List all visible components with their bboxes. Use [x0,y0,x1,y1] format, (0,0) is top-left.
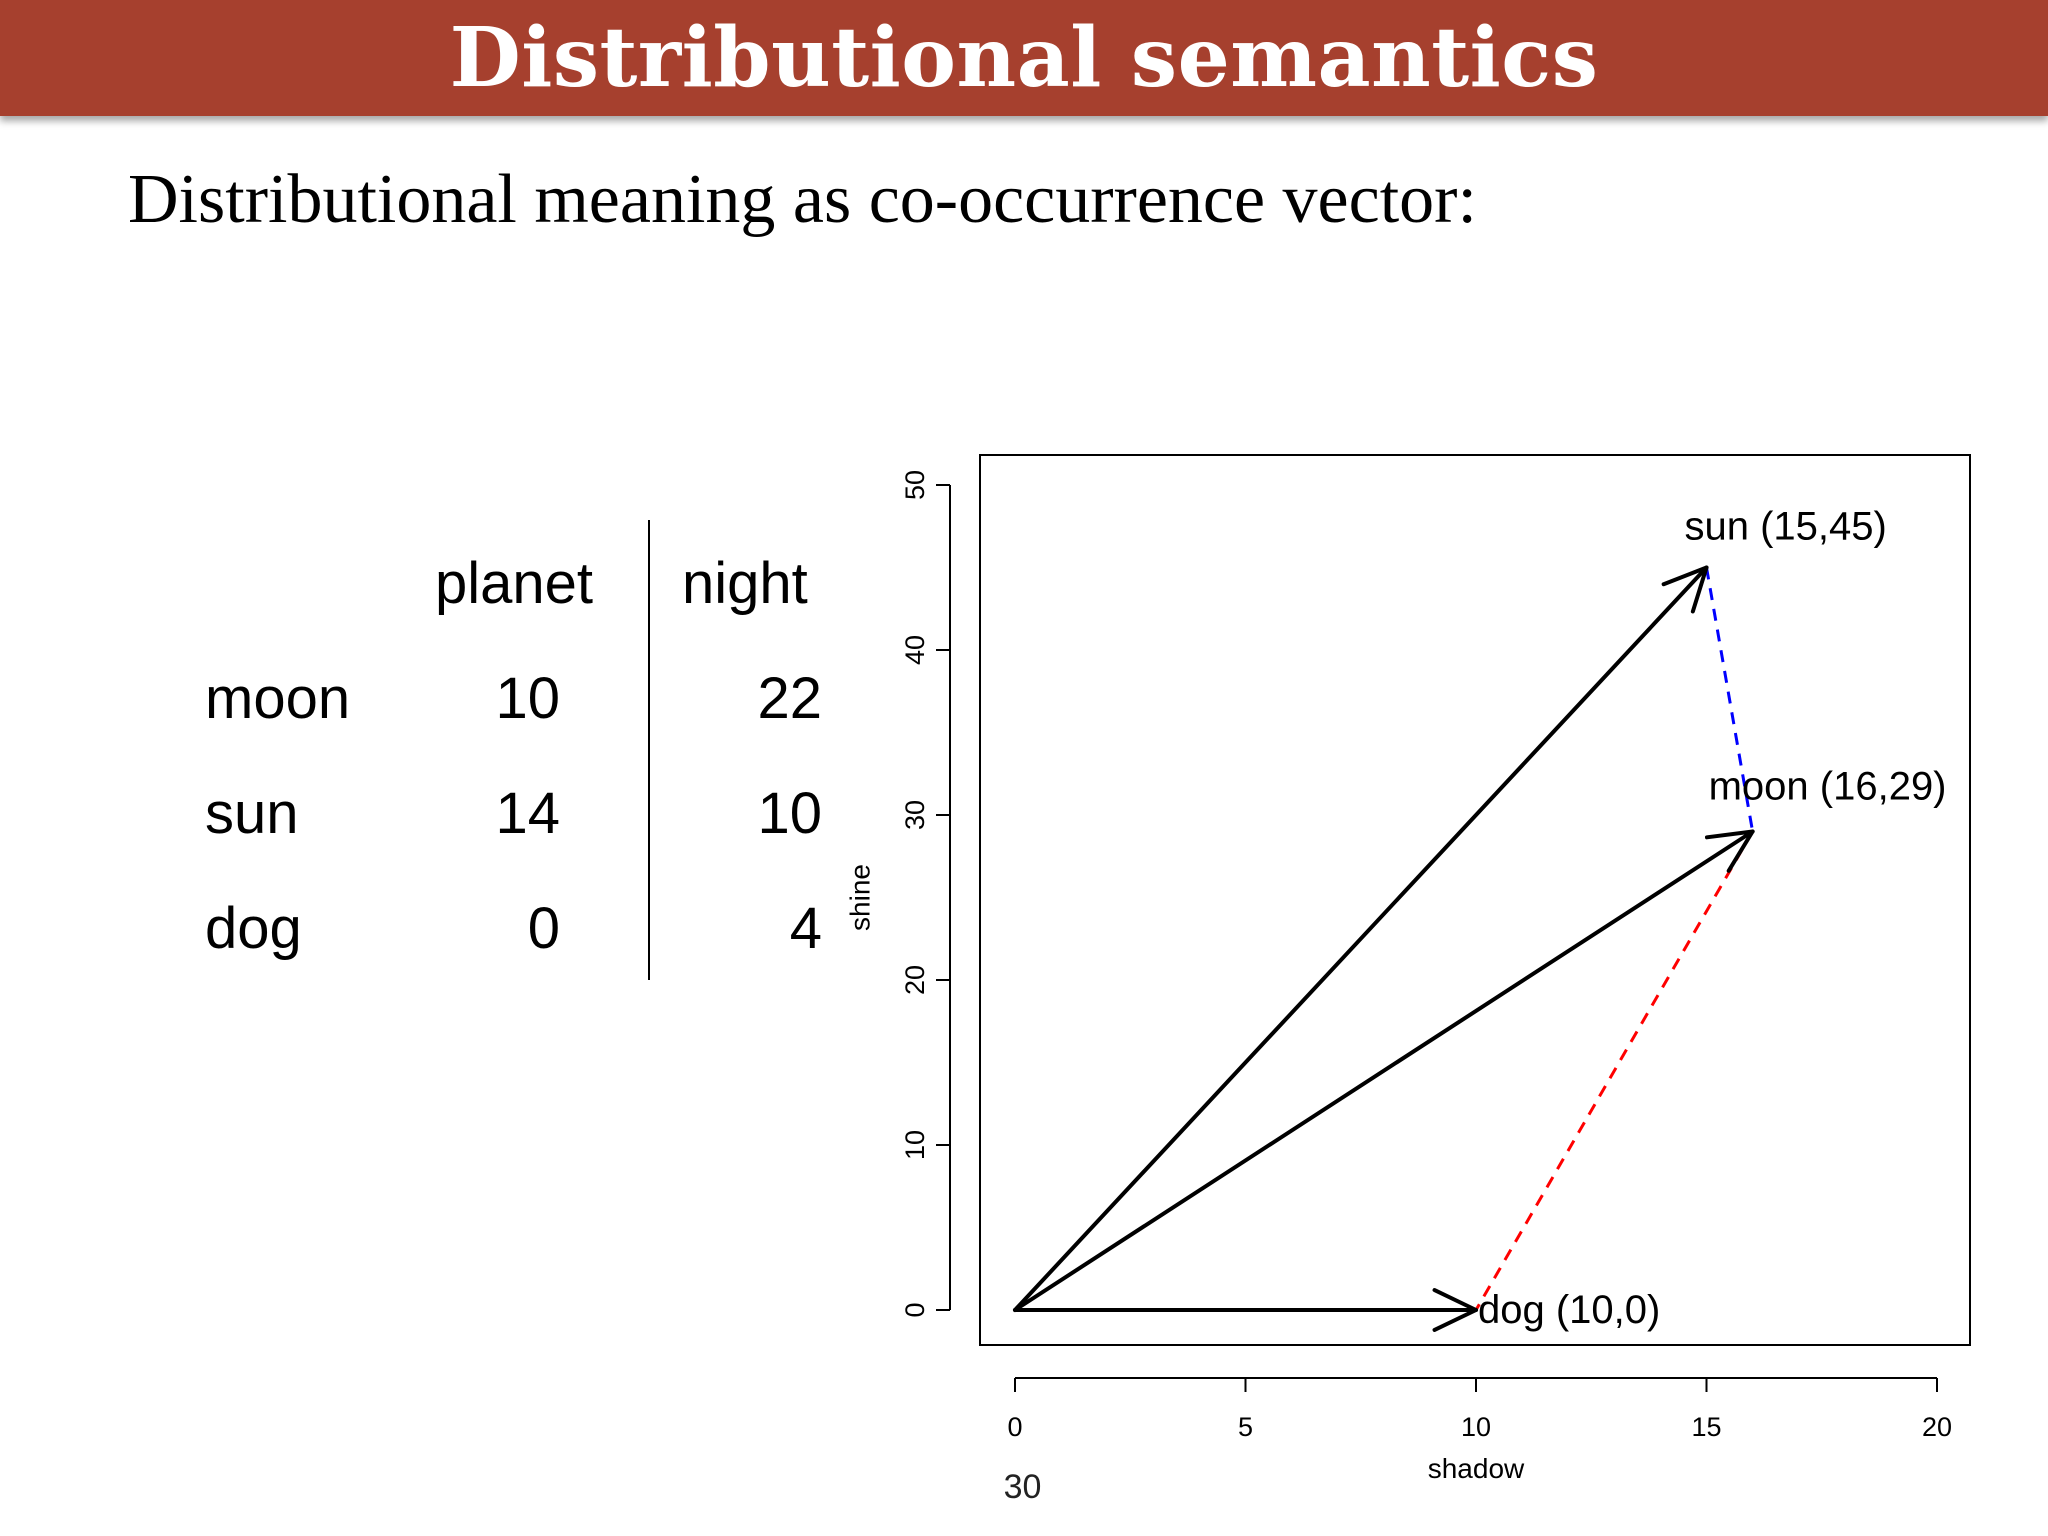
vector-label: dog (10,0) [1478,1288,1660,1332]
y-tick-label: 0 [900,1302,930,1317]
column-header-planet: planet [435,551,594,616]
plot-frame [979,454,1971,1346]
y-tick-label: 30 [900,800,930,830]
y-tick-label: 20 [900,965,930,995]
x-axis-label: shadow [1428,1453,1525,1484]
y-axis-label: shine [845,864,876,931]
y-tick-label: 10 [900,1130,930,1160]
vector-arrowhead [1704,829,1755,873]
row-label-dog: dog [205,896,302,961]
distance-dashed-line [1474,830,1754,1311]
column-header-night: night [682,551,808,616]
page-number: 30 [1003,1468,1042,1506]
table-divider [648,520,650,980]
y-tick-label: 50 [900,470,930,500]
vector-line [1013,565,1709,1312]
cell-moon-planet: 10 [495,666,560,731]
cell-dog-night: 4 [789,896,822,961]
cell-sun-night: 10 [757,781,822,846]
row-label-sun: sun [205,781,299,846]
vector-line [1013,829,1755,1312]
x-tick-label: 10 [1461,1412,1491,1442]
slide-title: Distributional semantics [449,10,1599,106]
vector-label: sun (15,45) [1685,505,1887,549]
vector-label: moon (16,29) [1709,765,1947,809]
cell-dog-planet: 0 [527,896,560,961]
title-bar: Distributional semantics [0,0,2048,116]
x-tick-label: 5 [1238,1412,1253,1442]
vector-arrowhead [1661,565,1709,614]
vector-chart-svg: 0 5 10 15 20 0 10 20 30 40 50 shadow shine sun (15,45… [845,454,1971,1484]
distance-dashed-line [1705,567,1755,832]
co-occurrence-table: planet night moon 10 22 sun 14 10 dog 0 … [190,520,830,980]
x-tick-label: 0 [1007,1412,1022,1442]
vector-chart: 0 5 10 15 20 0 10 20 30 40 50 shadow shine sun (15,45… [840,440,1990,1500]
slide-subtitle: Distributional meaning as co-occurrence … [128,161,1477,238]
cell-sun-planet: 14 [495,781,560,846]
vector-arrowhead [1432,1288,1478,1332]
x-tick-label: 20 [1922,1412,1952,1442]
cell-moon-night: 22 [757,666,822,731]
x-tick-label: 15 [1691,1412,1721,1442]
y-tick-label: 40 [900,635,930,665]
row-label-moon: moon [205,666,351,731]
